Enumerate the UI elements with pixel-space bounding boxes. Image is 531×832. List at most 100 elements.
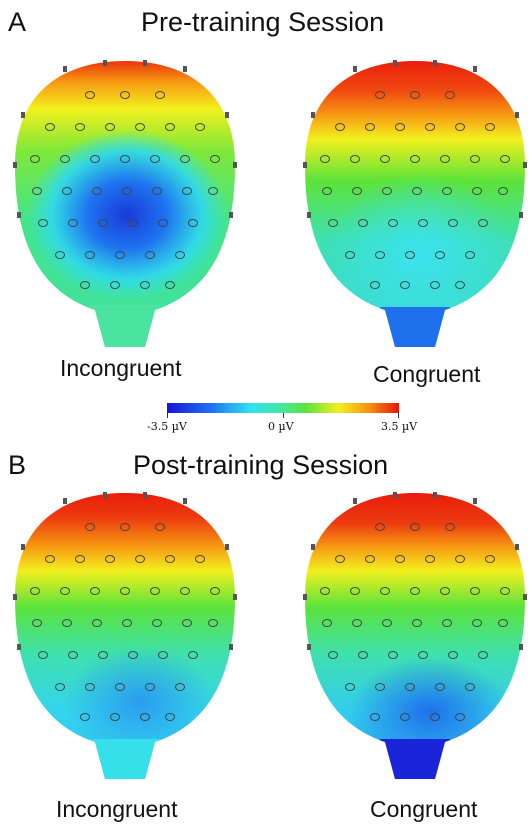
label-post-incongruent: Incongruent xyxy=(56,796,178,822)
electrode-marker xyxy=(68,219,78,227)
electrode-marker xyxy=(412,187,422,195)
electrode-marker xyxy=(85,91,95,99)
colorbar-max-label: 3.5 µV xyxy=(381,420,418,433)
colorbar-tick-mid xyxy=(283,413,284,418)
electrode-marker xyxy=(322,619,332,627)
electrode-marker xyxy=(55,683,65,691)
electrode-marker xyxy=(80,713,90,721)
electrode-marker xyxy=(165,713,175,721)
electrode-marker xyxy=(120,155,130,163)
electrode-marker xyxy=(92,619,102,627)
rim-electrode-marker xyxy=(519,644,523,650)
electrode-marker xyxy=(470,155,480,163)
electrode-marker xyxy=(375,523,385,531)
rim-electrode-marker xyxy=(473,498,477,504)
electrode-marker xyxy=(75,123,85,131)
electrode-marker xyxy=(380,587,390,595)
electrode-marker xyxy=(90,587,100,595)
electrode-marker xyxy=(358,219,368,227)
electrode-marker xyxy=(85,251,95,259)
electrode-marker xyxy=(365,123,375,131)
rim-electrode-marker xyxy=(63,66,67,72)
rim-electrode-marker xyxy=(433,492,437,498)
electrode-marker xyxy=(152,187,162,195)
electrode-marker xyxy=(150,587,160,595)
electrode-marker xyxy=(455,123,465,131)
colorbar xyxy=(167,403,399,413)
electrode-marker xyxy=(400,713,410,721)
electrode-marker xyxy=(180,587,190,595)
electrode-marker xyxy=(328,651,338,659)
rim-electrode-marker xyxy=(183,498,187,504)
rim-electrode-marker xyxy=(393,60,397,66)
rim-electrode-marker xyxy=(103,60,107,66)
electrode-marker xyxy=(455,713,465,721)
electrode-marker xyxy=(188,219,198,227)
electrode-marker xyxy=(400,281,410,289)
colorbar-min-label: -3.5 µV xyxy=(147,420,187,433)
electrode-marker xyxy=(45,123,55,131)
electrode-marker xyxy=(80,281,90,289)
rim-electrode-marker xyxy=(307,644,311,650)
electrode-marker xyxy=(152,619,162,627)
electrode-marker xyxy=(498,187,508,195)
electrode-marker xyxy=(328,219,338,227)
electrode-marker xyxy=(158,219,168,227)
electrode-marker xyxy=(370,281,380,289)
rim-electrode-marker xyxy=(21,112,25,118)
rim-electrode-marker xyxy=(311,544,315,550)
rim-electrode-marker xyxy=(311,112,315,118)
electrode-marker xyxy=(455,555,465,563)
electrode-marker xyxy=(182,187,192,195)
label-post-congruent: Congruent xyxy=(370,796,478,822)
electrode-marker xyxy=(470,587,480,595)
rim-electrode-marker xyxy=(183,66,187,72)
electrode-marker xyxy=(442,187,452,195)
panel-letter-b: B xyxy=(8,450,27,480)
electrode-marker xyxy=(445,91,455,99)
rim-electrode-marker xyxy=(515,112,519,118)
electrode-marker xyxy=(128,219,138,227)
rim-electrode-marker xyxy=(523,594,527,600)
electrode-marker xyxy=(32,187,42,195)
electrode-marker xyxy=(68,651,78,659)
rim-electrode-marker xyxy=(229,644,233,650)
electrode-marker xyxy=(410,155,420,163)
electrode-marker xyxy=(175,683,185,691)
rim-electrode-marker xyxy=(229,212,233,218)
electrode-marker xyxy=(430,281,440,289)
panel-letter-a: A xyxy=(8,7,27,37)
electrode-marker xyxy=(405,683,415,691)
post-training-title: Post-training Session xyxy=(133,450,389,480)
electrode-marker xyxy=(358,651,368,659)
electrode-marker xyxy=(92,187,102,195)
electrode-marker xyxy=(122,187,132,195)
electrode-marker xyxy=(498,619,508,627)
electrode-marker xyxy=(195,123,205,131)
rim-electrode-marker xyxy=(303,594,307,600)
rim-electrode-marker xyxy=(225,112,229,118)
electrode-marker xyxy=(425,123,435,131)
electrode-marker xyxy=(410,587,420,595)
electrode-marker xyxy=(440,587,450,595)
electrode-marker xyxy=(115,683,125,691)
electrode-marker xyxy=(382,187,392,195)
electrode-marker xyxy=(145,683,155,691)
electrode-marker xyxy=(350,587,360,595)
head-map-pre-congruent xyxy=(303,60,527,347)
electrode-marker xyxy=(165,123,175,131)
electrode-marker xyxy=(448,651,458,659)
electrode-marker xyxy=(45,555,55,563)
label-pre-incongruent: Incongruent xyxy=(60,355,182,381)
electrode-marker xyxy=(110,713,120,721)
electrode-marker xyxy=(485,123,495,131)
electrode-marker xyxy=(435,251,445,259)
rim-electrode-marker xyxy=(307,212,311,218)
electrode-marker xyxy=(135,555,145,563)
electrode-marker xyxy=(30,155,40,163)
electrode-marker xyxy=(208,619,218,627)
rim-electrode-marker xyxy=(143,492,147,498)
colorbar-mid-label: 0 µV xyxy=(268,420,294,433)
rim-electrode-marker xyxy=(353,498,357,504)
electrode-marker xyxy=(115,251,125,259)
